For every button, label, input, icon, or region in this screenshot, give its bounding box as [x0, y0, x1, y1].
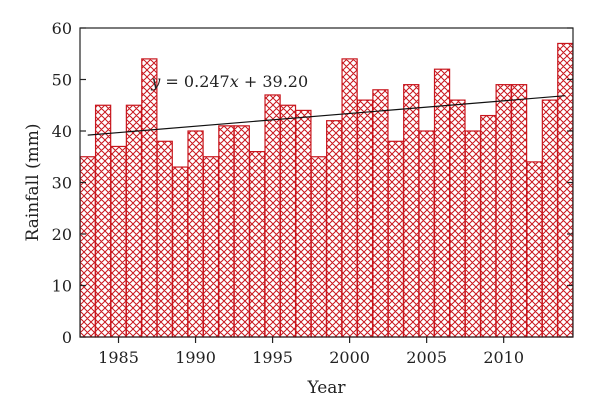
bar-1985	[110, 145, 127, 338]
y-axis-title: Rainfall (mm)	[23, 124, 43, 242]
y-tick-label-50: 50	[52, 71, 72, 90]
bar-2011	[510, 84, 528, 338]
equation-intercept: + 39.20	[239, 72, 308, 91]
bar-1991	[202, 156, 220, 338]
y-tick-label-20: 20	[52, 225, 72, 244]
trendline	[87, 95, 566, 136]
x-tick-label-2010: 2010	[483, 348, 524, 367]
bar-2008	[464, 130, 482, 338]
x-tick-label-1995: 1995	[252, 348, 293, 367]
bar-1999	[326, 120, 343, 338]
bar-2010	[495, 84, 512, 338]
bar-2000	[341, 58, 358, 338]
x-tick-label-2000: 2000	[329, 348, 370, 367]
bar-1990	[187, 130, 204, 338]
equation-slope: = 0.247	[160, 72, 229, 91]
trendline-group	[87, 95, 566, 136]
bars-group	[79, 42, 574, 338]
bar-2002	[372, 89, 389, 338]
bar-2006	[433, 68, 451, 338]
bar-2009	[480, 114, 497, 338]
y-tick-label-30: 30	[52, 174, 72, 193]
bar-1998	[310, 156, 327, 338]
bar-2007	[449, 99, 466, 338]
ticks-group: 0 10 20 30 40 50 60 1985 1990 1995 2000 2005 2010	[52, 19, 573, 367]
bar-2013	[541, 99, 559, 338]
bar-1988	[156, 140, 173, 338]
y-tick-label-40: 40	[52, 122, 72, 141]
x-tick-label-2005: 2005	[406, 348, 447, 367]
y-tick-label-10: 10	[52, 277, 72, 296]
bar-1996	[279, 104, 297, 338]
x-tick-label-1990: 1990	[175, 348, 216, 367]
equation-y: y	[150, 72, 161, 91]
y-tick-label-0: 0	[62, 328, 72, 347]
bar-1984	[94, 104, 112, 338]
bar-1986	[125, 104, 143, 338]
y-tick-label-60: 60	[52, 19, 72, 38]
bar-2014	[557, 42, 574, 338]
x-tick-label-1985: 1985	[98, 348, 139, 367]
bar-1994	[249, 151, 266, 338]
bar-2012	[526, 161, 543, 338]
trendline-equation: y = 0.247x + 39.20	[150, 72, 308, 91]
bar-1995	[264, 94, 281, 338]
bar-1987	[141, 58, 158, 338]
bar-1992	[218, 125, 235, 338]
bar-2004	[403, 84, 420, 338]
bar-1989	[171, 166, 189, 338]
bar-2001	[356, 99, 374, 338]
bar-1983	[79, 156, 96, 338]
bar-2005	[418, 130, 435, 338]
bar-2003	[387, 140, 404, 338]
bar-1997	[295, 109, 312, 338]
bar-1993	[233, 125, 250, 338]
equation-x: x	[230, 72, 239, 91]
x-axis-title: Year	[306, 378, 346, 398]
